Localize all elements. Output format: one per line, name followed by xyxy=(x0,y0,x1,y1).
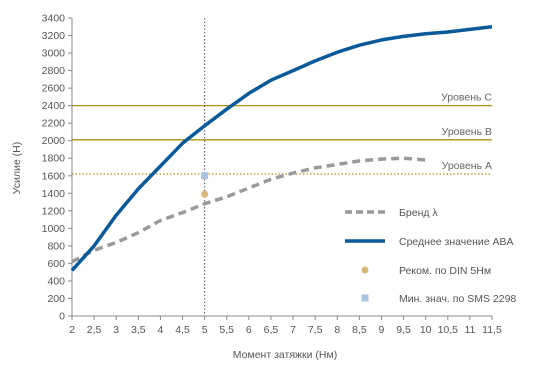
legend-label: Бренд λ xyxy=(399,207,438,219)
x-tick-label: 3,5 xyxy=(131,324,146,336)
x-tick-label: 4,5 xyxy=(175,324,190,336)
y-tick-label: 2200 xyxy=(42,118,66,130)
x-tick-label: 9,5 xyxy=(396,324,411,336)
y-tick-label: 1600 xyxy=(42,170,66,182)
axes: 0 200 400 600 800 1000 1200 1400 1600 1800 2000 220… xyxy=(42,13,502,337)
y-tick-label: 200 xyxy=(47,293,65,305)
x-tick-label: 3 xyxy=(113,324,119,336)
y-tick-label: 400 xyxy=(47,275,65,287)
y-tick-label: 0 xyxy=(59,311,65,323)
y-tick-label: 2600 xyxy=(42,83,66,95)
x-tick-label: 8,5 xyxy=(352,324,367,336)
y-tick-label: 2000 xyxy=(42,135,66,147)
x-tick-label: 11,5 xyxy=(482,324,502,336)
y-tick-label: 1800 xyxy=(42,153,66,165)
x-tick-label: 8 xyxy=(334,324,340,336)
series-line-brand xyxy=(71,156,426,264)
reference-lines: Уровень C Уровень B Уровень A xyxy=(72,18,492,316)
y-tick-label: 3400 xyxy=(42,13,66,25)
y-tick-label: 3200 xyxy=(42,30,66,42)
x-tick-label: 11 xyxy=(464,324,475,336)
x-tick-label: 4 xyxy=(157,324,163,336)
legend-label: Среднее значение ABA xyxy=(399,236,514,248)
x-tick-label: 10,5 xyxy=(438,324,459,336)
points-layer xyxy=(201,172,209,198)
point-din xyxy=(201,190,209,198)
y-tick-label: 1000 xyxy=(42,223,66,235)
y-tick-label: 2800 xyxy=(42,65,66,77)
series-line-aba xyxy=(70,25,493,272)
x-tick-label: 2,5 xyxy=(87,324,102,336)
legend-label: Реком. по DIN 5Нм xyxy=(399,265,491,277)
reference-line-label: Уровень A xyxy=(442,160,492,172)
y-tick-label: 1400 xyxy=(42,188,66,200)
x-tick-label: 7 xyxy=(290,324,296,336)
series-layer xyxy=(70,25,493,272)
x-tick-label: 2 xyxy=(69,324,75,336)
y-tick-label: 3000 xyxy=(42,48,66,60)
x-tick-label: 5,5 xyxy=(219,324,234,336)
x-tick-label: 9 xyxy=(379,324,385,336)
legend-swatch-din xyxy=(361,266,369,274)
x-tick-label: 5 xyxy=(202,324,208,336)
x-tick-label: 10 xyxy=(420,324,432,336)
y-axis-label: Усилие (Н) xyxy=(11,142,23,194)
reference-line-label: Уровень C xyxy=(441,92,492,104)
legend-swatch-sms xyxy=(361,294,369,302)
x-tick-label: 6 xyxy=(246,324,252,336)
legend-label: Мин. знач. по SMS 2298 xyxy=(399,293,516,305)
y-tick-label: 2400 xyxy=(42,100,66,112)
y-tick-label: 800 xyxy=(47,240,65,252)
y-tick-label: 1200 xyxy=(42,205,66,217)
y-tick-label: 600 xyxy=(47,258,65,270)
point-sms xyxy=(201,172,209,180)
x-tick-label: 7,5 xyxy=(308,324,323,336)
reference-line-label: Уровень B xyxy=(442,126,492,138)
x-axis-label: Момент затяжки (Нм) xyxy=(233,349,337,361)
x-tick-label: 6,5 xyxy=(264,324,279,336)
legend: Бренд λ Среднее значение ABA Реком. по DIN… xyxy=(345,207,516,305)
